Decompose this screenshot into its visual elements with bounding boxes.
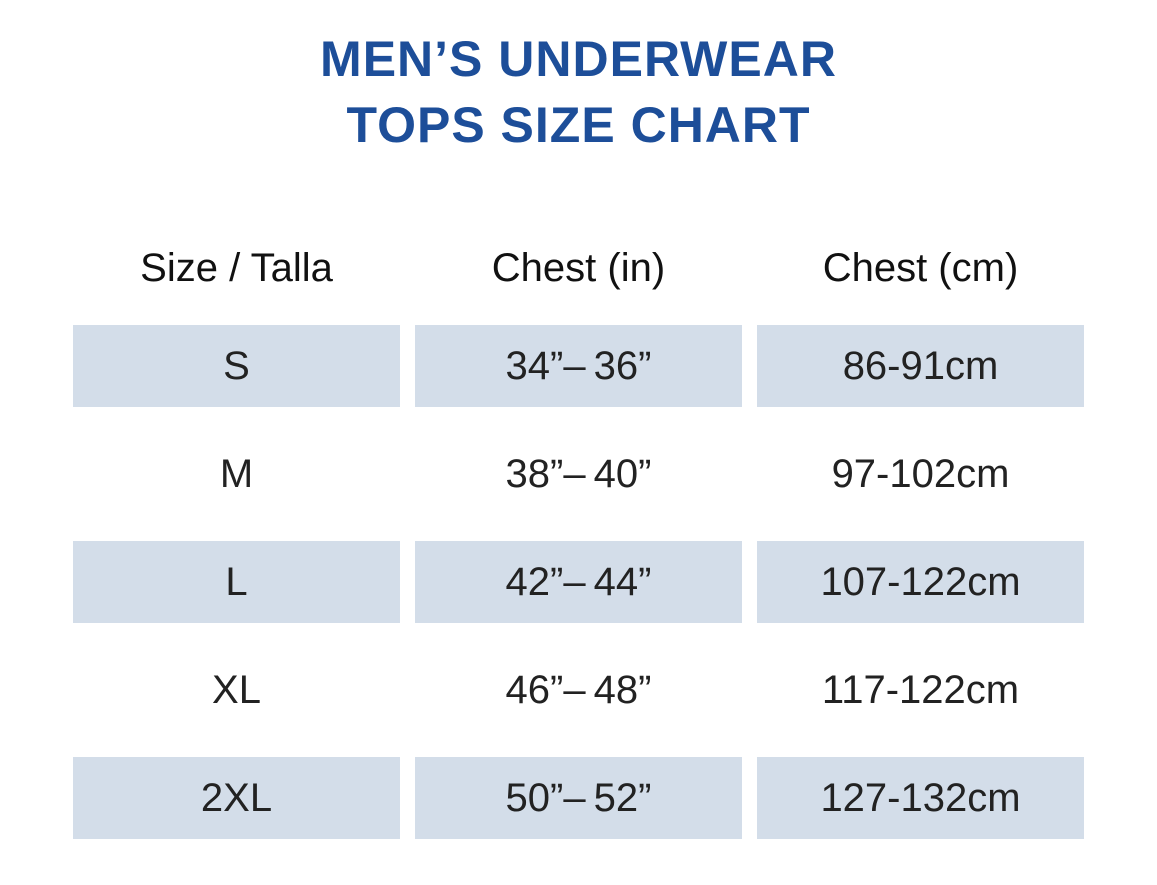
cell-size: S [73, 325, 400, 407]
page-title-line-2: TOPS SIZE CHART [346, 97, 811, 153]
cell-chest-in: 34”– 36” [415, 325, 742, 407]
column-header-chest-in: Chest (in) [491, 245, 666, 290]
cell-chest-in: 42”– 44” [415, 541, 742, 623]
cell-size: L [73, 541, 400, 623]
page-title-line-1: MEN’S UNDERWEAR [320, 31, 837, 87]
column-header-size: Size / Talla [140, 245, 333, 290]
table-row-2xl: 2XL 50”– 52” 127-132cm [73, 757, 1084, 839]
cell-size: 2XL [73, 757, 400, 839]
cell-chest-in: 38”– 40” [415, 433, 742, 515]
cell-chest-cm: 86-91cm [757, 325, 1084, 407]
cell-chest-cm: 127-132cm [757, 757, 1084, 839]
cell-size: M [73, 433, 400, 515]
column-header-chest-cm: Chest (cm) [822, 245, 1019, 290]
size-table: Size / Talla Chest (in) Chest (cm) S 34”… [73, 240, 1084, 839]
cell-chest-in: 46”– 48” [415, 649, 742, 731]
page-title: MEN’S UNDERWEAR TOPS SIZE CHART [0, 0, 1157, 158]
table-row-s: S 34”– 36” 86-91cm [73, 325, 1084, 407]
table-row-m: M 38”– 40” 97-102cm [73, 433, 1084, 515]
cell-chest-cm: 117-122cm [757, 649, 1084, 731]
table-row-l: L 42”– 44” 107-122cm [73, 541, 1084, 623]
cell-chest-cm: 107-122cm [757, 541, 1084, 623]
table-row-xl: XL 46”– 48” 117-122cm [73, 649, 1084, 731]
cell-size: XL [73, 649, 400, 731]
cell-chest-cm: 97-102cm [757, 433, 1084, 515]
cell-chest-in: 50”– 52” [415, 757, 742, 839]
table-header-row: Size / Talla Chest (in) Chest (cm) [73, 240, 1084, 296]
